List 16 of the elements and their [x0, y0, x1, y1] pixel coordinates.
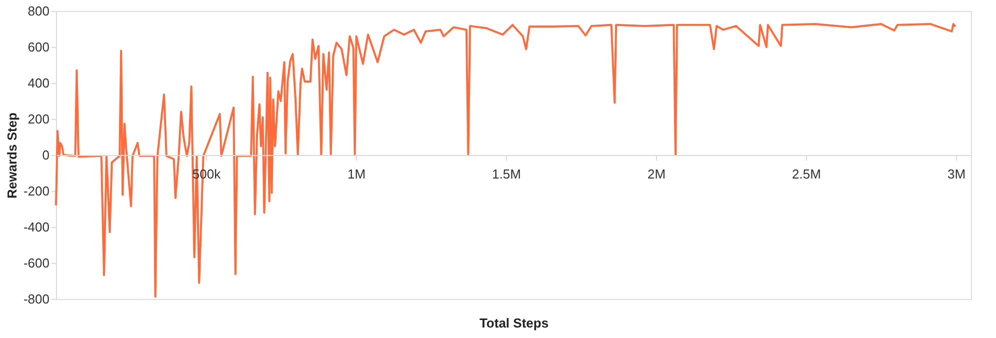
y-axis-title: Rewards Step	[4, 112, 20, 198]
x-tick-label: 1.5M	[492, 166, 521, 182]
x-tick-label: 2M	[647, 166, 666, 182]
y-tick-label: 200	[28, 112, 50, 126]
y-tick-label: 0	[42, 148, 50, 162]
x-tick-label: 1M	[347, 166, 366, 182]
y-tick-label: 400	[28, 76, 50, 90]
x-tick-label: 2.5M	[792, 166, 821, 182]
y-tick-label: -800	[23, 292, 50, 306]
y-tick-label: 600	[28, 40, 50, 54]
x-tick-label: 3M	[947, 166, 966, 182]
y-tick-label: 800	[28, 4, 50, 18]
y-tick-label: -600	[23, 256, 50, 270]
y-tick-label: -400	[23, 220, 50, 234]
x-axis-title: Total Steps	[479, 316, 549, 330]
y-tick-label: -200	[23, 184, 50, 198]
